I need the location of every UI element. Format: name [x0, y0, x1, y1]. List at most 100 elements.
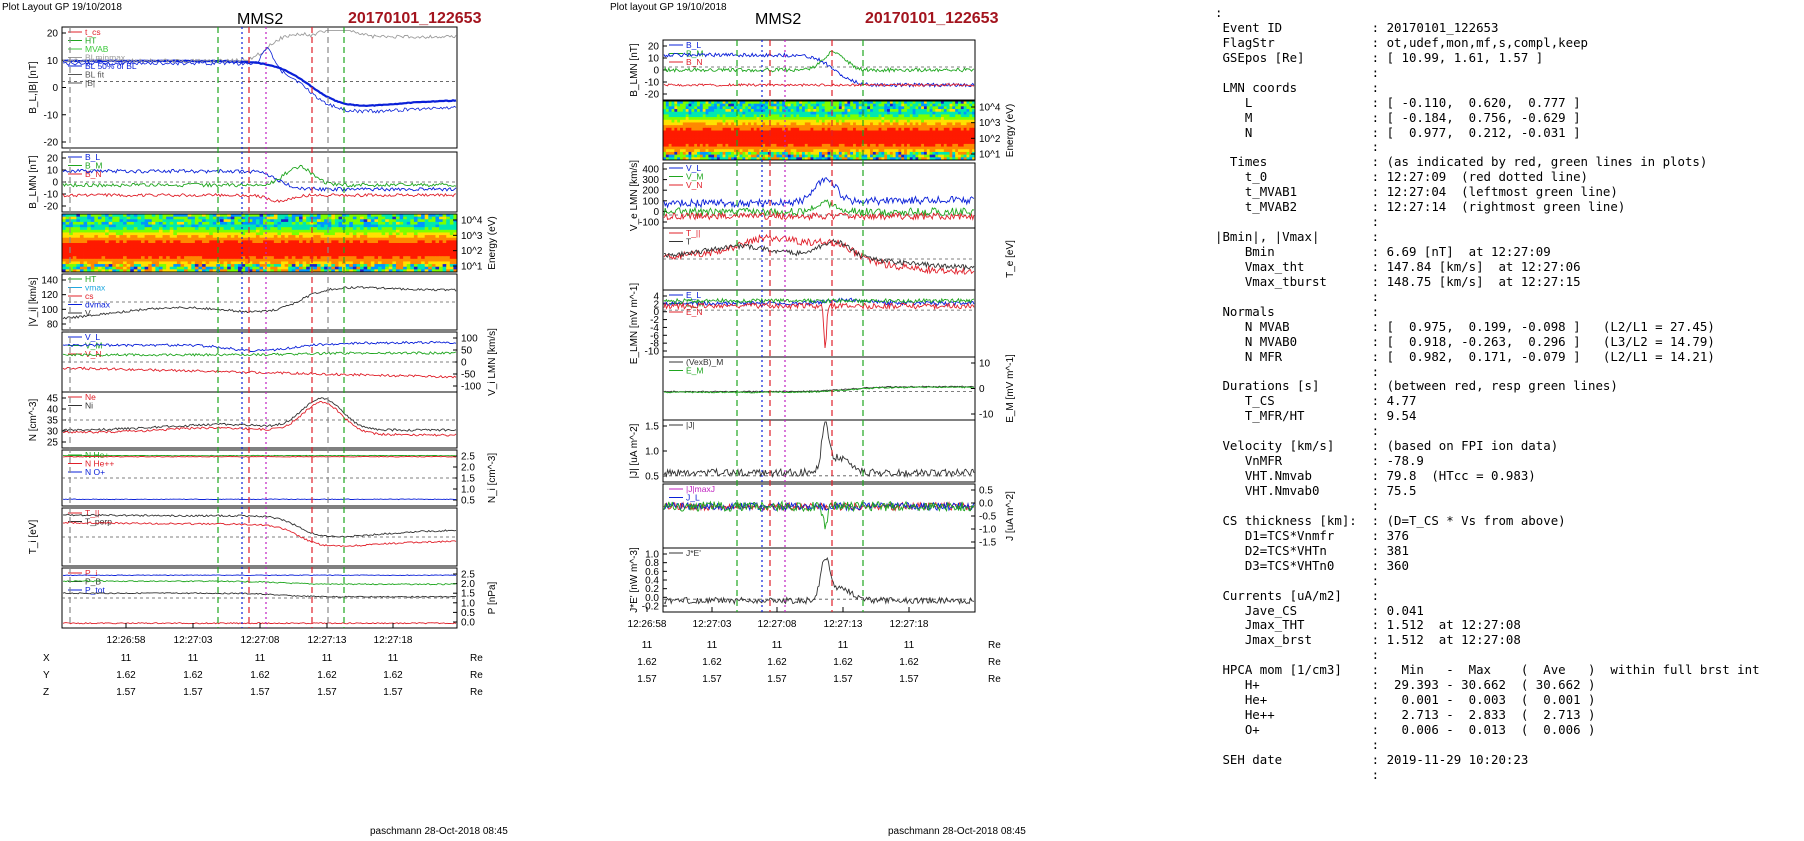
trace-3 [663, 500, 975, 530]
legend-label: J_L [686, 493, 700, 503]
position-unit: Re [988, 640, 1001, 651]
spacecraft-title: MMS2 [237, 11, 283, 28]
y-axis-label: |J| [uA m^-2] [629, 423, 640, 478]
y-axis-label: P [nPa] [487, 581, 498, 614]
x-tick-label: 12:26:58 [628, 619, 667, 630]
y-tick-label: 1.0 [645, 447, 659, 458]
trace-1 [663, 421, 975, 479]
y-tick-label: 35 [47, 416, 59, 427]
position-value: 1.57 [317, 687, 337, 698]
legend-label: B_N [85, 169, 102, 179]
x-tick-label: 12:27:03 [693, 619, 732, 630]
summary-line: HPCA mom [1/cm3] : Min - Max ( Ave ) wit… [1215, 662, 1760, 678]
panel-frame [61, 26, 458, 149]
panel-frame [662, 547, 976, 613]
y-tick-label: -10 [645, 347, 660, 358]
y-tick-label: 100 [41, 305, 58, 316]
trace-1 [62, 574, 457, 576]
y-tick-label: 2.5 [461, 570, 475, 581]
y-tick-label: 0.0 [461, 618, 475, 629]
trace-1 [62, 454, 457, 457]
summary-line: Vmax_tburst : 148.75 [km/s] at 12:27:15 [1215, 273, 1581, 289]
legend-label: vmax [85, 283, 106, 293]
position-value: 1.57 [899, 674, 919, 685]
y-tick-label: 30 [47, 427, 59, 438]
panel-frame [61, 151, 458, 213]
trace-1 [62, 340, 457, 353]
panel-4: T_e [eV] T_||T [662, 227, 1016, 291]
summary-line: Durations [s] : (between red, resp green… [1215, 378, 1618, 394]
y-tick-label: 50 [461, 346, 473, 357]
y-tick-label: 0.5 [645, 472, 659, 483]
y-tick-label: -50 [461, 370, 476, 381]
position-value: 11 [255, 653, 266, 664]
summary-line: : [1215, 572, 1380, 588]
legend-label: dvmax [85, 300, 111, 310]
y-tick-label: 80 [47, 320, 59, 331]
position-value: 1.62 [183, 670, 203, 681]
trace-2 [663, 501, 975, 512]
position-value: 11 [642, 640, 653, 651]
legend-label: V_N [686, 180, 703, 190]
y-tick-label: 0 [653, 66, 659, 77]
legend-label: V_N [85, 349, 102, 359]
x-tick-label: 12:27:13 [824, 619, 863, 630]
y-tick-label: 0 [52, 178, 58, 189]
summary-line: : [1215, 139, 1380, 155]
y-tick-label: 1.5 [645, 422, 659, 433]
summary-line: Velocity [km/s] : (based on FPI ion data… [1215, 438, 1559, 454]
summary-line: Normals : [1215, 303, 1380, 319]
position-row-label: Y [43, 670, 50, 681]
trace-1 [663, 556, 975, 606]
spectrogram [663, 101, 976, 161]
summary-line: : [1215, 214, 1380, 230]
panel-frame [61, 213, 458, 273]
trace-3 [663, 211, 975, 222]
y-tick-label: -20 [645, 90, 660, 101]
y-tick-label: 200 [642, 186, 659, 197]
position-value: 1.57 [767, 674, 787, 685]
y-axis-label: B_LMN [nT] [28, 155, 39, 209]
y-axis-label: V_i LMN [km/s] [487, 328, 498, 396]
position-value: 11 [772, 640, 783, 651]
legend-label: B_L [85, 152, 100, 162]
y-axis-label: V_e LMN [km/s] [629, 160, 640, 231]
trace-3 [62, 192, 457, 203]
y-tick-label: -8 [650, 339, 659, 350]
y-tick-label: 0 [653, 207, 659, 218]
position-value: 1.57 [637, 674, 657, 685]
position-unit: Re [470, 670, 483, 681]
legend-label: HT [85, 274, 96, 284]
trace-1 [663, 177, 975, 209]
panel-frame [61, 567, 458, 629]
summary-line: : [1215, 647, 1380, 663]
position-value: 1.62 [116, 670, 136, 681]
spacecraft-title: MMS2 [755, 11, 801, 28]
figure-footer: paschmann 28-Oct-2018 08:45 [370, 826, 508, 837]
summary-line: M : [ -0.184, 0.756, -0.629 ] [1215, 109, 1581, 125]
legend-label: T [686, 237, 691, 247]
y-tick-label: 10 [648, 54, 660, 65]
y-tick-label: 0.4 [645, 576, 659, 587]
panel-7: 2.52.01.51.00.5 N_i [cm^-3] N He+N He++N O… [61, 449, 498, 507]
y-tick-label: 100 [461, 334, 478, 345]
legend-label: |J|maxJ [686, 484, 715, 494]
y-tick-label: -100 [639, 218, 659, 229]
position-value: 1.62 [383, 670, 403, 681]
summary-line: t_0 : 12:27:09 (red dotted line) [1215, 169, 1588, 185]
legend-label: V_L [85, 332, 100, 342]
y-tick-label: 0.0 [645, 593, 659, 604]
panel-frame [61, 273, 458, 331]
y-tick-label: 40 [47, 405, 59, 416]
trace-1 [62, 168, 457, 192]
y-tick-label: 0.5 [979, 486, 993, 497]
panel-frame [662, 100, 976, 161]
summary-line: O+ : 0.006 - 0.013 ( 0.006 ) [1215, 722, 1596, 737]
trace-1 [62, 285, 457, 320]
position-value: 11 [388, 653, 399, 664]
summary-line: |Bmin|, |Vmax| : [1215, 229, 1380, 245]
trace-2 [664, 238, 975, 271]
panel-frame [61, 331, 458, 393]
y-tick-label: 10^2 [979, 134, 1001, 145]
trace-1 [663, 52, 975, 88]
